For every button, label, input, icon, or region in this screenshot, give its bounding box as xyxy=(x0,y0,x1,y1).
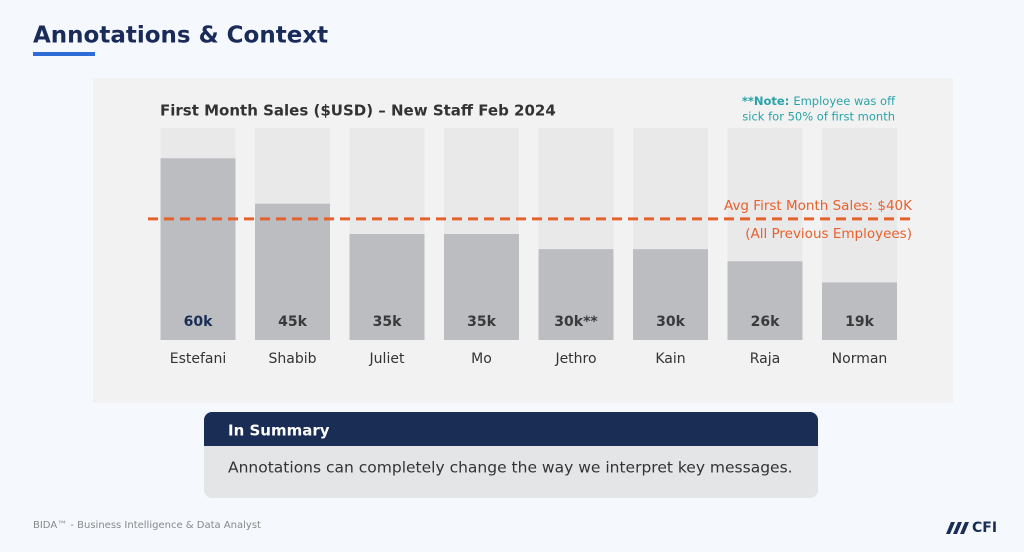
title-underline xyxy=(33,52,95,56)
x-tick-label: Raja xyxy=(750,351,780,367)
logo: CFI xyxy=(946,520,997,536)
summary-text: Annotations can completely change the wa… xyxy=(228,459,793,477)
plot: 60k Estefani 45k Shabib 35k Juliet 35k Mo 30k** J… xyxy=(148,128,913,367)
value-label: 45k xyxy=(278,314,307,330)
bar xyxy=(444,234,519,340)
reference-label: (All Previous Employees) xyxy=(745,226,912,242)
bar xyxy=(727,261,803,340)
note-label: **Note: xyxy=(742,94,789,108)
bar xyxy=(822,282,897,340)
x-tick-label: Mo xyxy=(471,351,492,367)
note-line: **Note: Employee was off xyxy=(742,94,896,108)
bar xyxy=(633,249,708,340)
value-label: 30k xyxy=(656,314,685,330)
value-label: 19k xyxy=(845,314,874,330)
value-label: 60k xyxy=(184,314,213,330)
slide-title: Annotations & Context xyxy=(33,23,328,49)
x-tick-label: Estefani xyxy=(170,351,227,367)
logo-mark xyxy=(946,522,969,534)
x-tick-label: Jethro xyxy=(554,351,596,367)
reference-label: Avg First Month Sales: $40K xyxy=(724,198,913,214)
chart-panel xyxy=(93,78,953,403)
x-tick-label: Shabib xyxy=(268,351,316,367)
note-text: sick for 50% of first month xyxy=(742,110,895,124)
x-tick-label: Norman xyxy=(832,351,888,367)
note-text: Employee was off xyxy=(793,94,896,108)
summary-title: In Summary xyxy=(228,422,330,440)
value-label: 35k xyxy=(467,314,496,330)
x-tick-label: Kain xyxy=(655,351,685,367)
footer-text: BIDA™ - Business Intelligence & Data Ana… xyxy=(33,520,261,531)
value-label: 26k xyxy=(751,314,780,330)
x-tick-label: Juliet xyxy=(369,351,405,367)
value-label: 35k xyxy=(373,314,402,330)
bar xyxy=(538,249,614,340)
logo-text: CFI xyxy=(972,520,997,536)
value-label: 30k** xyxy=(554,314,598,330)
bar xyxy=(160,158,236,340)
bar xyxy=(255,203,330,340)
chart-title: First Month Sales ($USD) – New Staff Feb… xyxy=(160,102,556,120)
bar xyxy=(349,234,425,340)
summary-header xyxy=(204,412,818,446)
